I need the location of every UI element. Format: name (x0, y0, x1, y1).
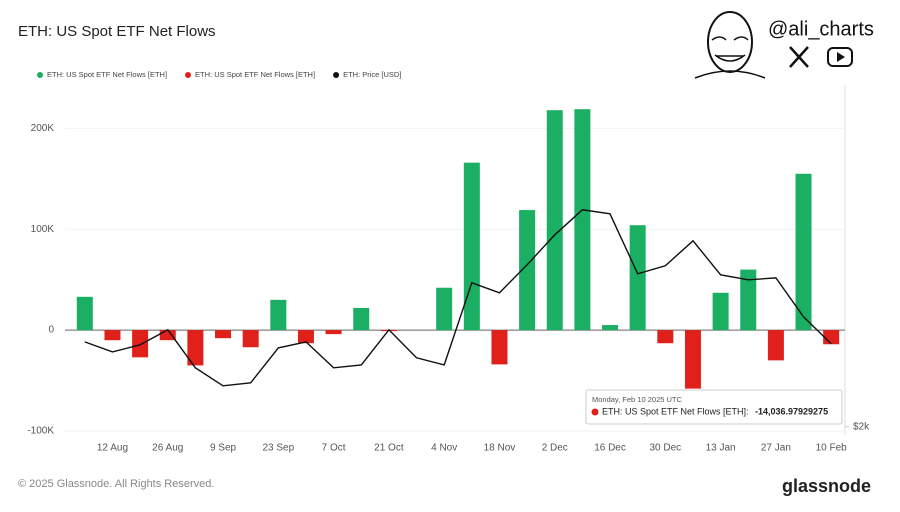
y-tick-label: 100K (31, 224, 55, 235)
bar (795, 173, 812, 331)
bar (602, 325, 619, 331)
bar (657, 330, 674, 344)
bar (491, 330, 508, 365)
bar (712, 292, 729, 331)
x-tick-label: 13 Jan (706, 443, 736, 454)
tooltip-box (585, 389, 843, 425)
tooltip-dot (591, 408, 599, 416)
bar (159, 330, 176, 341)
y2-tick-label: $2k (853, 422, 870, 433)
tooltip: Monday, Feb 10 2025 UTC ETH: US Spot ETF… (585, 389, 843, 425)
y-tick-label: 0 (48, 325, 54, 336)
x-tick-label: 23 Sep (262, 443, 294, 454)
bar (436, 287, 453, 331)
x-tick-label: 26 Aug (152, 443, 183, 454)
youtube-logo (827, 47, 853, 67)
bar (353, 307, 370, 331)
x-logo (789, 46, 809, 68)
price-line (84, 209, 832, 387)
bar (242, 330, 259, 348)
legend-label: ETH: US Spot ETF Net Flows [ETH] (47, 70, 167, 79)
legend-swatch (333, 72, 340, 78)
legend-label: ETH: US Spot ETF Net Flows [ETH] (195, 70, 315, 79)
x-tick-label: 10 Feb (816, 443, 848, 454)
footer: © 2025 Glassnode. All Rights Reserved. (18, 478, 214, 490)
x-tick-label: 2 Dec (542, 443, 568, 454)
bar (270, 299, 287, 331)
avatar (694, 11, 766, 79)
y-tick-label: -100K (27, 426, 54, 437)
bar (215, 330, 232, 339)
legend-label: ETH: Price [USD] (343, 70, 401, 79)
bar (132, 330, 149, 358)
x-tick-label: 30 Dec (649, 443, 681, 454)
bar (297, 330, 314, 344)
bar (76, 296, 93, 331)
tooltip-date: Monday, Feb 10 2025 UTC (592, 395, 682, 404)
handle: @ali_charts (768, 18, 874, 40)
bar (546, 110, 563, 331)
x-tick-label: 12 Aug (97, 443, 128, 454)
plot: -100K 0 100K 200K $2k 12 Aug 26 Aug 9 Sep 23 Sep… (27, 109, 870, 454)
legend-swatch (37, 72, 43, 78)
x-tick-label: 9 Sep (210, 443, 237, 454)
brand: glassnode (782, 476, 871, 496)
x-tick-label: 7 Oct (322, 443, 346, 454)
tooltip-value: -14,036.97929275 (755, 406, 828, 416)
bar (684, 330, 701, 389)
tooltip-label: ETH: US Spot ETF Net Flows [ETH]: (602, 406, 749, 416)
bar (767, 330, 784, 361)
bar (104, 330, 121, 341)
bar (740, 269, 757, 331)
bar (463, 162, 480, 331)
x-tick-label: 18 Nov (484, 443, 516, 454)
bar (629, 225, 646, 331)
x-tick-label: 4 Nov (431, 443, 457, 454)
bar (519, 210, 536, 331)
bar (325, 330, 342, 335)
bar (574, 109, 591, 331)
chart-title: ETH: US Spot ETF Net Flows (18, 23, 216, 40)
bar (187, 330, 204, 366)
x-tick-label: 27 Jan (761, 443, 791, 454)
x-tick-label: 16 Dec (594, 443, 626, 454)
legend-swatch (185, 72, 192, 78)
x-tick-label: 21 Oct (374, 443, 404, 454)
bar (823, 330, 840, 345)
legend: ETH: US Spot ETF Net Flows [ETH] ETH: US … (37, 70, 401, 79)
y-tick-label: 200K (31, 123, 55, 134)
